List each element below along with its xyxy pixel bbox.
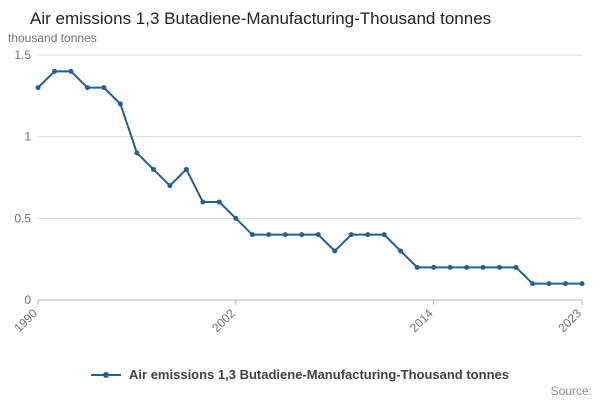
y-tick-label: 0 [24, 293, 31, 307]
data-point [282, 232, 288, 238]
data-point [183, 167, 189, 173]
data-point [381, 232, 387, 238]
y-axis-unit-label: thousand tonnes [8, 31, 97, 46]
data-point [365, 232, 371, 238]
data-point [84, 85, 90, 91]
source-label: Source: [550, 384, 592, 398]
data-point [150, 167, 156, 173]
x-tick-label: 2023 [555, 306, 584, 335]
y-tick-label: 1.5 [14, 48, 31, 62]
data-line [37, 70, 583, 285]
legend-line-marker-icon [91, 371, 122, 378]
data-point [35, 85, 41, 91]
data-point [233, 216, 239, 222]
y-tick-label: 1 [24, 130, 31, 144]
data-point [51, 69, 57, 75]
data-point [398, 248, 404, 254]
data-point [332, 248, 338, 254]
data-point [101, 85, 107, 91]
legend-item[interactable]: Air emissions 1,3 Butadiene-Manufacturin… [91, 367, 509, 382]
data-point [216, 199, 222, 205]
data-point [447, 265, 453, 271]
data-point [497, 265, 503, 271]
data-point [266, 232, 272, 238]
x-tick-label: 2014 [407, 306, 436, 335]
legend-label: Air emissions 1,3 Butadiene-Manufacturin… [129, 367, 509, 382]
data-point [414, 265, 420, 271]
data-point [134, 150, 140, 156]
data-point [315, 232, 321, 238]
data-point [464, 265, 470, 271]
data-point [579, 281, 585, 287]
plot-area: 0 0.5 1 1.5 1990 2002 2014 2023 [11, 48, 585, 335]
data-point [480, 265, 486, 271]
x-tick-label: 2002 [209, 306, 238, 335]
plot-wrap: 0 0.5 1 1.5 1990 2002 2014 2023 [0, 45, 600, 345]
data-point [431, 265, 437, 271]
data-point [249, 232, 255, 238]
data-point [68, 69, 74, 75]
y-tick-label: 0.5 [14, 212, 31, 226]
data-point [546, 281, 552, 287]
data-point [563, 281, 569, 287]
x-tick-label: 1990 [11, 306, 40, 335]
data-point [117, 101, 123, 107]
data-point [513, 265, 519, 271]
data-point [167, 183, 173, 189]
data-point [200, 199, 206, 205]
chart-title: Air emissions 1,3 Butadiene-Manufacturin… [30, 9, 492, 28]
data-point [299, 232, 305, 238]
data-point [348, 232, 354, 238]
legend: Air emissions 1,3 Butadiene-Manufacturin… [0, 367, 600, 382]
data-point [530, 281, 536, 287]
